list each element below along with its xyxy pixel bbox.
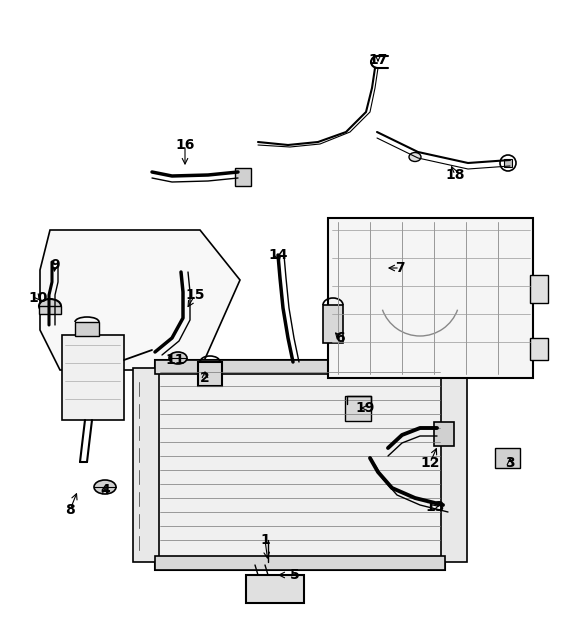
Text: 3: 3 bbox=[505, 456, 515, 470]
Bar bbox=[323, 305, 343, 343]
Bar bbox=[434, 422, 454, 446]
Ellipse shape bbox=[409, 153, 421, 162]
Bar bbox=[155, 360, 445, 374]
Bar bbox=[530, 275, 548, 303]
Text: 7: 7 bbox=[395, 261, 405, 275]
Text: 8: 8 bbox=[65, 503, 75, 517]
Bar bbox=[39, 306, 61, 314]
Ellipse shape bbox=[169, 352, 187, 364]
Bar bbox=[75, 322, 99, 336]
Bar bbox=[495, 448, 520, 468]
Bar bbox=[198, 362, 222, 386]
Bar bbox=[246, 575, 304, 603]
Text: 17: 17 bbox=[368, 53, 388, 67]
Bar bbox=[441, 368, 467, 562]
Text: 14: 14 bbox=[268, 248, 288, 262]
Ellipse shape bbox=[94, 480, 116, 494]
Text: 10: 10 bbox=[28, 291, 48, 305]
Text: 4: 4 bbox=[100, 483, 110, 497]
Text: 1: 1 bbox=[260, 533, 270, 547]
Bar bbox=[530, 338, 548, 360]
Text: 6: 6 bbox=[335, 331, 345, 345]
Text: 9: 9 bbox=[50, 258, 60, 272]
Text: 19: 19 bbox=[355, 401, 374, 415]
Ellipse shape bbox=[39, 299, 61, 313]
Bar bbox=[345, 396, 371, 421]
Bar bbox=[235, 168, 251, 186]
Bar bbox=[133, 368, 159, 562]
Text: 16: 16 bbox=[175, 138, 195, 152]
Text: 12: 12 bbox=[420, 456, 439, 470]
Text: 5: 5 bbox=[290, 568, 300, 582]
Bar bbox=[62, 335, 124, 420]
Text: 15: 15 bbox=[185, 288, 204, 302]
Polygon shape bbox=[40, 230, 240, 370]
Text: 11: 11 bbox=[165, 353, 185, 367]
Bar bbox=[504, 159, 512, 167]
Circle shape bbox=[500, 155, 516, 171]
Text: 18: 18 bbox=[445, 168, 465, 182]
Text: 2: 2 bbox=[200, 371, 210, 385]
Text: 13: 13 bbox=[425, 500, 445, 514]
Bar bbox=[155, 556, 445, 570]
Bar bbox=[155, 360, 445, 570]
Bar bbox=[328, 218, 533, 378]
